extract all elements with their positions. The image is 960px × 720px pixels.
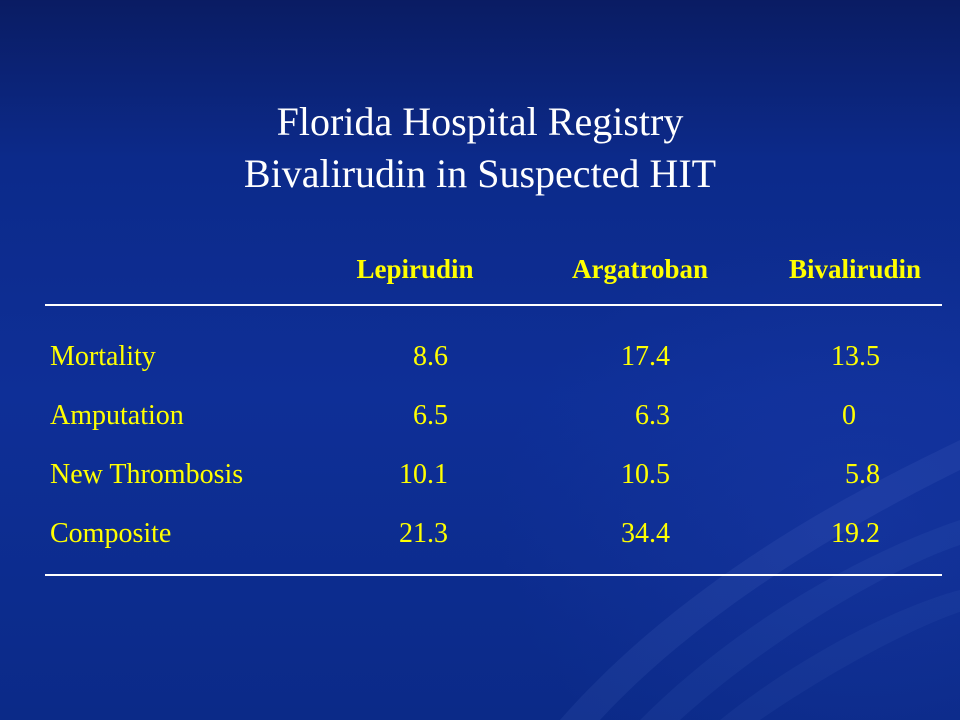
row-label-composite: Composite [50, 518, 172, 549]
table-cell: 17.4 [621, 341, 670, 372]
table-cell: 0 [842, 400, 856, 431]
table-cell: 19.2 [831, 518, 880, 549]
title-line-2: Bivalirudin in Suspected HIT [243, 151, 717, 196]
table-cell: 6.5 [413, 400, 448, 431]
column-header-argatroban: Argatroban [571, 254, 708, 284]
row-label-mortality: Mortality [50, 341, 156, 372]
row-label-new-thrombosis: New Thrombosis [50, 459, 244, 490]
table-cell: 10.5 [621, 459, 670, 490]
table-top-rule [45, 304, 942, 306]
row-label-amputation: Amputation [50, 400, 184, 431]
table-cell: 21.3 [399, 518, 448, 549]
table-bottom-rule [45, 574, 942, 576]
table-cell: 13.5 [831, 341, 880, 372]
column-header-lepirudin: Lepirudin [356, 254, 474, 284]
title-line-1: Florida Hospital Registry [276, 99, 684, 144]
table-cell: 6.3 [635, 400, 670, 431]
slide-title: Florida Hospital Registry Bivalirudin in… [0, 96, 960, 200]
column-header-bivalirudin: Bivalirudin [788, 254, 922, 284]
table-cell: 34.4 [621, 518, 670, 549]
table-cell: 8.6 [413, 341, 448, 372]
table-cell: 10.1 [399, 459, 448, 490]
table-cell: 5.8 [845, 459, 880, 490]
